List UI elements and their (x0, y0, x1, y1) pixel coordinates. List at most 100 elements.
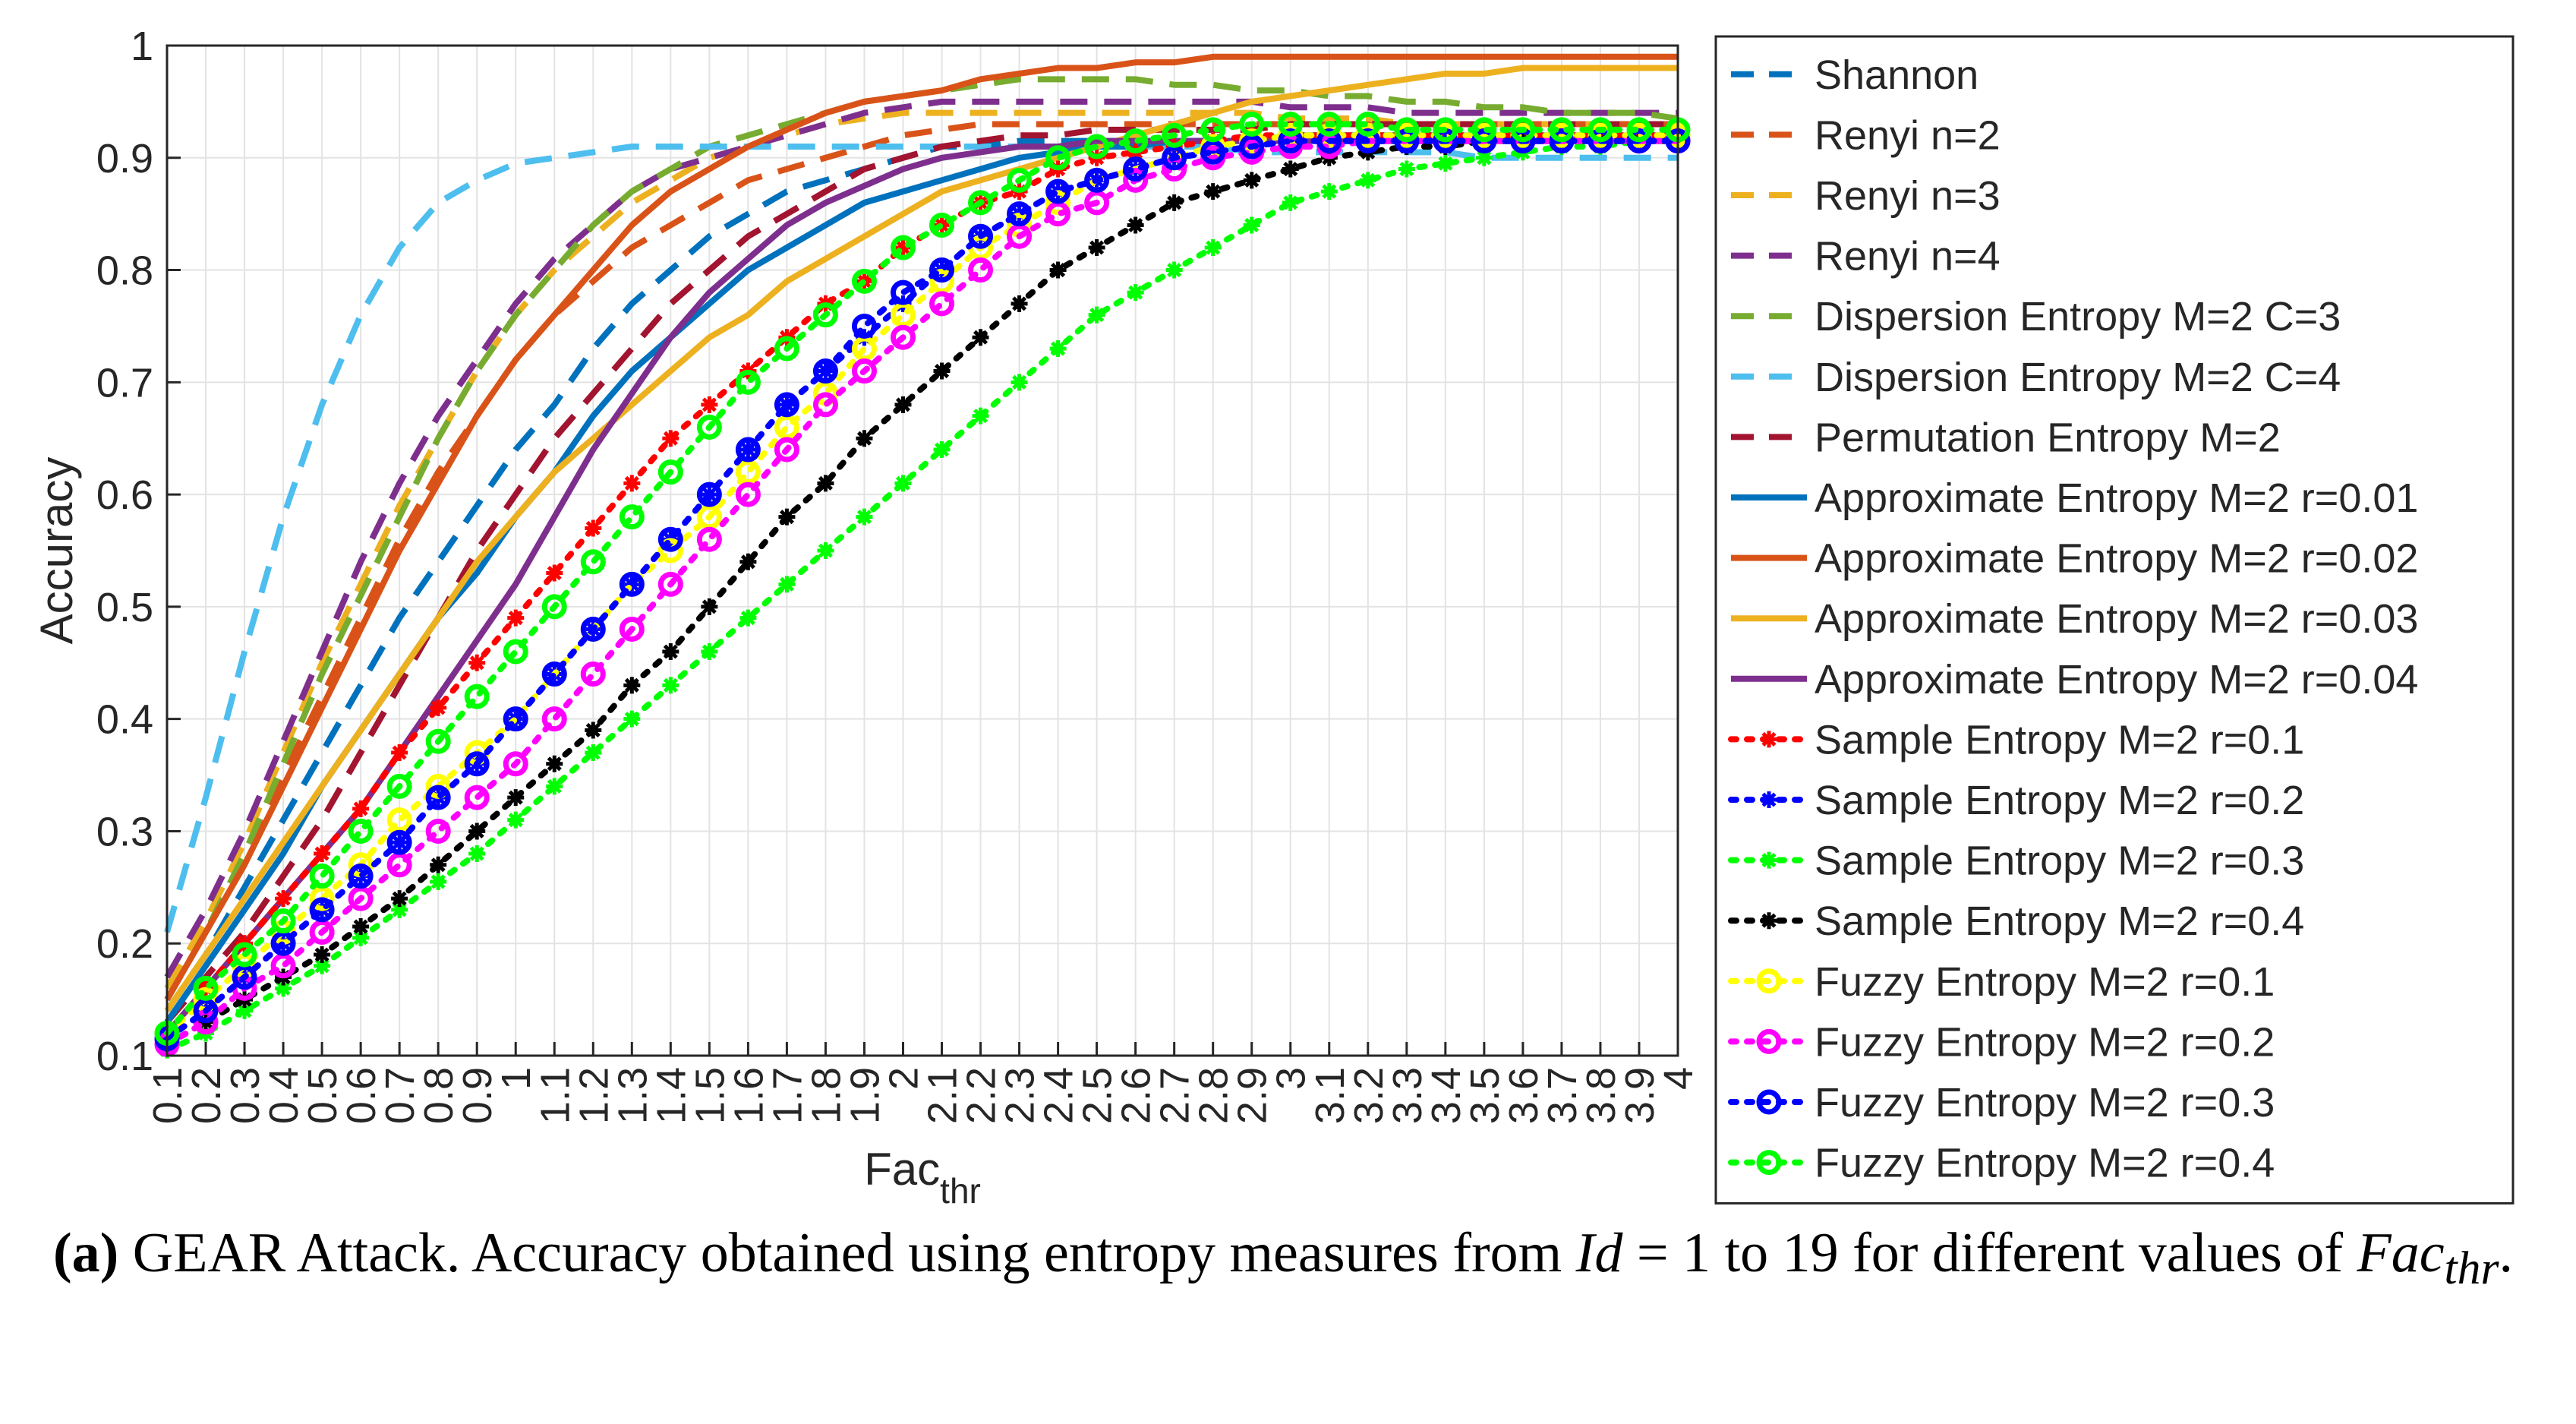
x-tick-label: 2.8 (1191, 1067, 1237, 1124)
data-point (1045, 201, 1071, 227)
series-line (164, 137, 1681, 1053)
data-point (1278, 128, 1304, 154)
series-7 (164, 121, 1678, 1025)
data-point (468, 845, 486, 862)
x-tick-label: 3.1 (1307, 1067, 1353, 1124)
x-tick-label: 1.1 (532, 1067, 578, 1124)
x-axis-label-main: Fac (864, 1144, 940, 1195)
data-point (657, 571, 683, 597)
data-point (812, 302, 838, 328)
series-2 (164, 121, 1678, 1002)
data-point (503, 751, 528, 777)
x-tick-label: 0.2 (184, 1067, 229, 1124)
data-point (817, 542, 834, 559)
legend-label: Approximate Entropy M=2 r=0.03 (1815, 596, 2418, 642)
legend-marker (1756, 1028, 1782, 1054)
data-point (890, 279, 916, 305)
y-tick-label: 0.6 (96, 472, 153, 518)
data-point (507, 789, 525, 807)
data-point (270, 953, 296, 979)
data-point (314, 957, 331, 974)
data-point (309, 886, 335, 911)
data-point (270, 930, 296, 956)
data-point (580, 661, 606, 687)
data-point (503, 639, 528, 665)
data-point (701, 643, 718, 660)
y-tick-label: 0.3 (96, 809, 153, 854)
data-point (1123, 156, 1149, 182)
data-point (386, 829, 412, 855)
x-tick-label: 2.9 (1230, 1067, 1275, 1124)
caption-text-before: GEAR Attack. Accuracy obtained using ent… (118, 1222, 1576, 1284)
data-point (546, 778, 563, 795)
data-point (1471, 117, 1497, 143)
x-tick-label: 0.9 (455, 1067, 500, 1124)
data-point (464, 751, 490, 777)
data-point (1398, 160, 1415, 178)
data-point (546, 564, 563, 582)
data-point (1355, 111, 1381, 137)
series-line (164, 121, 1678, 1025)
legend-label: Dispersion Entropy M=2 C=4 (1815, 355, 2341, 400)
data-point (623, 475, 641, 492)
data-point (1127, 216, 1144, 234)
data-point (1626, 117, 1652, 143)
figure-caption: (a) GEAR Attack. Accuracy obtained using… (53, 1215, 2551, 1306)
x-tick-label: 0.3 (222, 1067, 268, 1124)
data-point (1045, 190, 1071, 216)
data-point (619, 616, 645, 642)
data-point (391, 901, 408, 918)
x-tick-label: 1.8 (803, 1067, 849, 1124)
legend-entry: Fuzzy Entropy M=2 r=0.3 (1728, 1080, 2275, 1126)
data-point (657, 526, 683, 552)
data-point (585, 519, 602, 537)
data-point (1127, 284, 1144, 302)
data-point (856, 430, 873, 447)
data-point (774, 414, 799, 440)
x-tick-label: 2.6 (1114, 1067, 1159, 1124)
data-point (1204, 239, 1222, 256)
x-tick-label: 1.6 (726, 1067, 771, 1124)
y-tick-label: 0.7 (96, 360, 153, 406)
x-tick-label: 2.5 (1075, 1067, 1121, 1124)
data-point (386, 773, 412, 799)
data-point (623, 710, 641, 728)
data-point (1394, 117, 1420, 143)
data-point (778, 508, 796, 526)
y-tick-label: 1 (131, 24, 153, 69)
x-axis-label: Facthr (864, 1144, 981, 1211)
x-tick-label: 3.3 (1385, 1067, 1430, 1124)
legend-label: Shannon (1815, 52, 1979, 98)
data-point (309, 864, 335, 889)
legend-entry: Renyi n=2 (1731, 112, 2001, 158)
x-tick-label: 3.6 (1501, 1067, 1547, 1124)
legend-label: Renyi n=2 (1815, 112, 2001, 158)
y-axis-ticks: 0.1 0.2 0.3 0.4 0.5 0.6 0.7 0.8 0.9 1 (96, 24, 181, 1079)
x-tick-label: 2.2 (959, 1067, 1004, 1124)
data-point (580, 549, 606, 575)
x-axis-label-subscript: thr (940, 1171, 981, 1211)
data-point (1355, 128, 1381, 154)
data-point (1549, 117, 1575, 143)
data-point (778, 396, 796, 413)
data-point (541, 706, 567, 732)
data-point (1011, 295, 1028, 312)
data-point (236, 1002, 254, 1019)
legend-marker (1756, 1089, 1782, 1115)
series-line (164, 53, 1678, 1002)
caption-math-fac: Fac (2357, 1222, 2445, 1284)
y-tick-label: 0.2 (96, 921, 153, 967)
data-point (468, 823, 486, 840)
data-point (657, 538, 683, 564)
data-point (929, 257, 955, 283)
data-point (348, 886, 374, 911)
data-point (348, 864, 374, 889)
data-point (739, 609, 757, 627)
data-point (1007, 223, 1033, 249)
data-point (507, 811, 525, 829)
data-point (1162, 122, 1187, 148)
data-point (1088, 306, 1105, 324)
data-point (1084, 134, 1110, 159)
legend-entry: Fuzzy Entropy M=2 r=0.4 (1728, 1141, 2275, 1186)
data-point (929, 212, 955, 238)
